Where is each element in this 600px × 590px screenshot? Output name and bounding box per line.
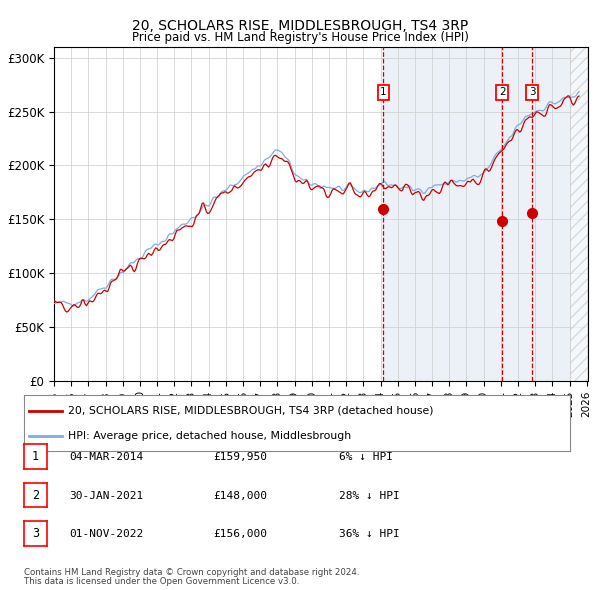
Text: Price paid vs. HM Land Registry's House Price Index (HPI): Price paid vs. HM Land Registry's House …	[131, 31, 469, 44]
Text: 3: 3	[32, 527, 39, 540]
Text: 3: 3	[529, 87, 536, 97]
Text: 20, SCHOLARS RISE, MIDDLESBROUGH, TS4 3RP: 20, SCHOLARS RISE, MIDDLESBROUGH, TS4 3R…	[132, 19, 468, 33]
Text: 36% ↓ HPI: 36% ↓ HPI	[339, 529, 400, 539]
Bar	[383, 47, 593, 381]
Text: This data is licensed under the Open Government Licence v3.0.: This data is licensed under the Open Gov…	[24, 577, 299, 586]
Text: £148,000: £148,000	[213, 491, 267, 500]
Text: 2: 2	[499, 87, 505, 97]
Text: 01-NOV-2022: 01-NOV-2022	[69, 529, 143, 539]
Text: 1: 1	[32, 450, 39, 463]
Text: 20, SCHOLARS RISE, MIDDLESBROUGH, TS4 3RP (detached house): 20, SCHOLARS RISE, MIDDLESBROUGH, TS4 3R…	[68, 406, 433, 416]
Text: 1: 1	[380, 87, 387, 97]
Text: 30-JAN-2021: 30-JAN-2021	[69, 491, 143, 500]
Bar	[569, 47, 593, 381]
Text: £159,950: £159,950	[213, 453, 267, 462]
Text: 28% ↓ HPI: 28% ↓ HPI	[339, 491, 400, 500]
Text: Contains HM Land Registry data © Crown copyright and database right 2024.: Contains HM Land Registry data © Crown c…	[24, 568, 359, 577]
Text: 6% ↓ HPI: 6% ↓ HPI	[339, 453, 393, 462]
Text: HPI: Average price, detached house, Middlesbrough: HPI: Average price, detached house, Midd…	[68, 431, 351, 441]
Text: £156,000: £156,000	[213, 529, 267, 539]
Text: 04-MAR-2014: 04-MAR-2014	[69, 453, 143, 462]
Text: 2: 2	[32, 489, 39, 502]
